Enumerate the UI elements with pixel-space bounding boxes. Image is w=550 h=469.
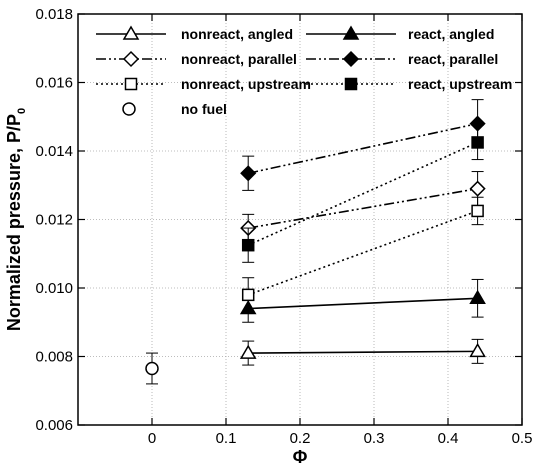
legend-label: nonreact, parallel [181, 51, 297, 67]
legend-marker [122, 102, 136, 116]
x-axis-label: Φ [293, 447, 308, 467]
x-tick-label: 0.3 [364, 430, 385, 447]
legend-marker [344, 77, 358, 91]
legend-marker [122, 50, 140, 68]
data-point [239, 344, 257, 359]
series-1 [239, 278, 486, 323]
legend-label: react, parallel [408, 51, 498, 67]
legend: nonreact, angled react, angled nonreact, p… [96, 25, 512, 117]
series-line [247, 210, 478, 296]
series-4 [241, 196, 484, 313]
x-tick-label: 0 [148, 430, 156, 447]
x-tick-label: 0.5 [512, 430, 533, 447]
legend-label: nonreact, upstream [181, 76, 311, 92]
series-layer [145, 99, 486, 385]
x-tick-label: 0.4 [438, 430, 459, 447]
series-0 [239, 338, 486, 366]
y-tick-label: 0.016 [35, 75, 73, 92]
data-point [469, 180, 486, 197]
legend-marker [342, 50, 360, 68]
legend-label: react, upstream [408, 76, 512, 92]
series-line [248, 350, 478, 354]
series-6 [145, 352, 159, 385]
series-5 [241, 124, 484, 263]
axis-ticks: 0 0.1 0.2 0.3 0.4 0.5 0.006 0.008 0.010 0.012 0.01… [35, 6, 532, 447]
data-point [469, 342, 486, 358]
legend-label: no fuel [181, 101, 227, 117]
y-axis-label-subscript: 0 [16, 108, 28, 114]
legend-marker [124, 77, 138, 91]
y-tick-label: 0.010 [35, 280, 73, 297]
x-tick-label: 0.2 [290, 430, 311, 447]
series-line [248, 297, 478, 310]
y-tick-label: 0.018 [35, 6, 73, 23]
y-tick-label: 0.014 [35, 143, 73, 160]
data-point [241, 288, 255, 302]
legend-label: react, angled [408, 26, 494, 42]
y-axis-label-main: Normalized pressure, P/P [4, 114, 24, 331]
legend-marker [122, 25, 140, 40]
y-tick-label: 0.008 [35, 349, 73, 366]
legend-label: nonreact, angled [181, 26, 293, 42]
data-point [469, 289, 486, 305]
data-point [145, 361, 159, 376]
y-tick-label: 0.012 [35, 212, 73, 229]
series-line [248, 122, 478, 175]
y-tick-label: 0.006 [35, 417, 73, 434]
series-line [247, 141, 478, 246]
data-point [240, 165, 257, 182]
data-point [471, 136, 484, 149]
y-axis-label: Normalized pressure, P/P0 [4, 108, 28, 331]
data-point [241, 238, 255, 252]
data-point [471, 204, 484, 218]
series-line [248, 187, 478, 229]
legend-marker [342, 25, 360, 40]
x-tick-label: 0.1 [216, 430, 237, 447]
